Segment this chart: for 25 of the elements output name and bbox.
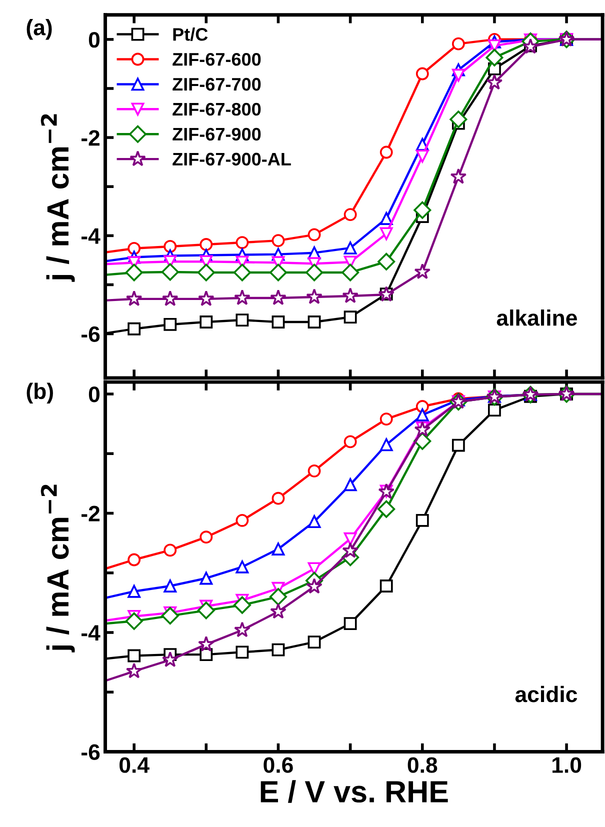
legend-label: ZIF-67-700 — [172, 78, 261, 91]
legend-label: Pt/C — [173, 28, 208, 41]
y-tick-label: -4 — [82, 625, 100, 641]
x-tick-label: 1.0 — [552, 757, 582, 773]
annotation: alkaline — [496, 309, 577, 326]
y-tick-label: -6 — [82, 326, 100, 342]
x-tick-label: 0.6 — [264, 757, 293, 773]
y-tick-label: 0 — [88, 386, 100, 402]
x-tick-label: 0.4 — [120, 757, 150, 773]
y-tick-label: -2 — [82, 506, 100, 522]
legend-label: ZIF-67-900-AL — [172, 152, 291, 166]
annotation: acidic — [515, 686, 578, 702]
y-axis-title: j / mA cm$^{−2}$ — [40, 484, 75, 652]
x-axis-title: E / V vs. RHE — [260, 780, 448, 803]
legend-label: ZIF-67-800 — [172, 102, 261, 116]
legend-label: ZIF-67-600 — [172, 52, 261, 66]
y-tick-label: -2 — [82, 130, 100, 146]
legend-label: ZIF-67-900 — [172, 128, 261, 141]
y-axis-title: j / mA cm$^{−2}$ — [40, 114, 75, 282]
y-tick-label: -4 — [82, 228, 100, 244]
x-tick-label: 0.8 — [408, 757, 438, 773]
text: (b) — [26, 382, 53, 404]
y-tick-label: 0 — [88, 32, 100, 48]
y-tick-label: -6 — [82, 744, 100, 760]
text: (a) — [26, 19, 52, 40]
